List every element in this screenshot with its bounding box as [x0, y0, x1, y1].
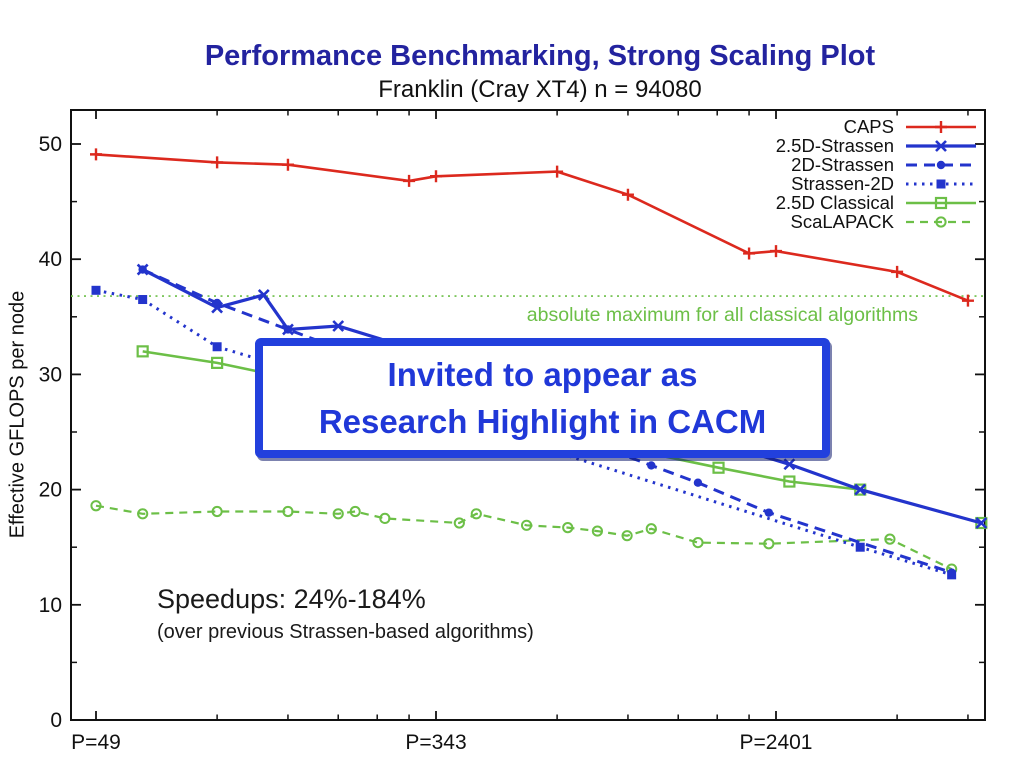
marker-plus — [551, 165, 564, 178]
marker-circle-open — [137, 508, 149, 520]
marker-circle-open — [453, 517, 465, 529]
marker-plus — [935, 121, 947, 133]
y-axis-label: Effective GFLOPS per node — [6, 290, 29, 539]
y-tick-label: 0 — [50, 709, 62, 732]
plot-frame — [70, 109, 986, 721]
legend-label-2D-Strassen: 2D-Strassen — [791, 154, 894, 175]
marker-plus — [961, 294, 974, 307]
marker-plus — [403, 174, 416, 187]
marker-square-open — [712, 461, 725, 474]
marker-square-open — [136, 345, 149, 358]
marker-circle-open — [282, 505, 294, 518]
x-tick-label: P=343 — [405, 731, 466, 754]
marker-circle-open — [90, 500, 102, 512]
marker-circle-filled — [936, 160, 946, 170]
marker-circle-open — [332, 508, 344, 520]
marker-cross — [783, 458, 796, 471]
marker-square-open — [934, 196, 948, 210]
marker-plus — [743, 247, 756, 260]
marker-square-filled — [936, 179, 946, 189]
marker-cross — [211, 301, 224, 314]
marker-circle-open — [763, 538, 775, 550]
marker-cross — [975, 517, 988, 529]
marker-cross — [136, 263, 149, 276]
marker-plus — [211, 156, 224, 169]
marker-plus — [281, 158, 294, 171]
marker-circle-open — [520, 519, 533, 531]
marker-circle-open — [645, 523, 657, 535]
callout-line-2: Research Highlight in CACM — [318, 403, 767, 440]
marker-plus — [621, 188, 634, 201]
marker-plus — [770, 245, 782, 258]
marker-circle-filled — [693, 478, 703, 487]
y-tick-label: 10 — [39, 594, 62, 617]
y-tick-label: 30 — [39, 363, 62, 386]
marker-square-open — [211, 356, 224, 369]
marker-circle-filled — [764, 508, 773, 517]
series-line-2.5D-Strassen — [141, 268, 982, 525]
marker-circle-open — [692, 536, 704, 549]
marker-square-filled — [855, 542, 865, 552]
speedups-note: Speedups: 24%-184% (over previous Strass… — [157, 584, 534, 644]
legend-label-Strassen-2D: Strassen-2D — [791, 173, 894, 194]
marker-circle-open — [884, 533, 896, 545]
marker-cross — [935, 140, 947, 152]
x-tick-label: P=49 — [71, 731, 121, 754]
marker-circle-filled — [947, 568, 956, 577]
marker-circle-filled — [647, 461, 656, 470]
marker-circle-open — [591, 525, 604, 537]
legend-label-CAPS: CAPS — [844, 116, 894, 137]
cacm-callout-box: Invited to appear as Research Highlight … — [255, 338, 830, 458]
slide-subtitle: Franklin (Cray XT4) n = 94080 — [378, 76, 702, 103]
marker-circle-open — [470, 508, 482, 520]
absolute-maximum-label: absolute maximum for all classical algor… — [527, 304, 918, 326]
speedups-subtext: (over previous Strassen-based algorithms… — [157, 621, 534, 643]
legend-label-2.5D-Strassen: 2.5D-Strassen — [776, 135, 894, 156]
marker-cross — [332, 320, 345, 332]
y-tick-label: 20 — [39, 479, 62, 502]
series-line-ScaLAPACK — [95, 504, 953, 571]
marker-circle-open — [621, 530, 633, 542]
marker-square-filled — [91, 285, 101, 295]
marker-cross — [854, 483, 867, 496]
marker-square-open — [783, 475, 796, 488]
series-line-Strassen-2D — [95, 288, 953, 577]
title-block: Performance Benchmarking, Strong Scaling… — [56, 40, 1024, 104]
callout-line-1: Invited to appear as — [387, 356, 698, 393]
marker-circle-open — [562, 522, 574, 534]
marker-cross — [282, 323, 294, 336]
marker-circle-open — [379, 512, 391, 525]
marker-plus — [430, 170, 442, 183]
speedups-headline: Speedups: 24%-184% — [157, 584, 426, 614]
y-tick-label: 50 — [39, 133, 62, 156]
marker-square-filled — [212, 342, 222, 352]
marker-square-filled — [138, 295, 148, 305]
y-tick-label: 40 — [39, 248, 62, 271]
marker-plus — [891, 265, 904, 278]
legend-label-ScaLAPACK: ScaLAPACK — [790, 211, 894, 232]
legend-label-2.5D Classical: 2.5D Classical — [776, 192, 894, 213]
marker-plus — [90, 148, 102, 161]
marker-circle-open — [935, 216, 947, 228]
marker-circle-open — [211, 505, 223, 518]
marker-cross — [257, 288, 270, 301]
x-tick-label: P=2401 — [740, 731, 813, 754]
slide-title: Performance Benchmarking, Strong Scaling… — [204, 40, 876, 72]
marker-circle-open — [349, 505, 361, 518]
